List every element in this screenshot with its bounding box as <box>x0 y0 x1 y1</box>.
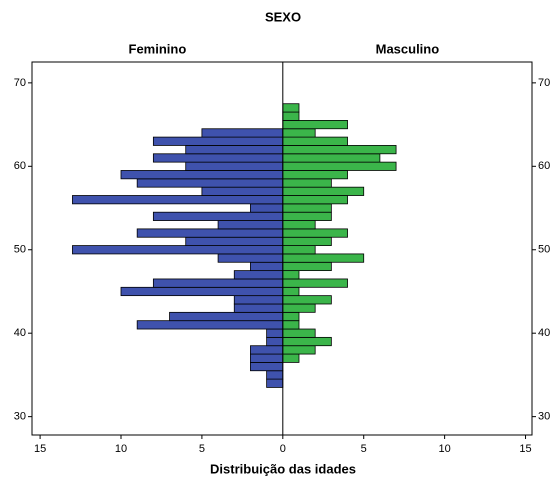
bar <box>282 353 300 363</box>
bar <box>120 286 284 297</box>
bar <box>282 270 300 280</box>
x-tick-label: 10 <box>115 443 127 455</box>
bar <box>282 253 365 263</box>
bar <box>266 328 284 338</box>
bar <box>282 153 381 163</box>
bar <box>282 286 300 297</box>
bar <box>233 270 284 280</box>
bar <box>250 362 284 372</box>
bar <box>282 161 397 171</box>
y-tick-label: 30 <box>14 411 26 423</box>
bar <box>282 178 332 188</box>
bar <box>282 303 316 313</box>
y-tick-label: 70 <box>14 77 26 89</box>
y-tick-label: 40 <box>14 327 26 339</box>
x-tick-label: 0 <box>280 443 286 455</box>
bar <box>282 128 316 138</box>
bar <box>185 236 284 246</box>
bar <box>72 195 284 205</box>
y-tick-label: 40 <box>538 327 550 339</box>
bar <box>169 311 284 322</box>
y-tick-label: 60 <box>538 160 550 172</box>
y-tick-label: 50 <box>14 244 26 256</box>
bar <box>233 295 284 305</box>
bar <box>282 195 348 205</box>
bar <box>266 378 284 388</box>
bar <box>282 203 332 213</box>
bar <box>282 103 300 113</box>
bar <box>282 211 332 221</box>
bar <box>266 336 284 347</box>
bar <box>250 261 284 272</box>
y-tick-label: 30 <box>538 411 550 423</box>
bar <box>282 328 316 338</box>
legend-label: Feminino <box>129 41 187 56</box>
bar <box>250 353 284 363</box>
bar <box>136 178 284 188</box>
bar <box>282 111 300 121</box>
bar <box>250 345 284 355</box>
bar <box>282 236 332 246</box>
bar <box>282 245 316 255</box>
bar <box>201 186 284 196</box>
bar <box>233 303 284 313</box>
bar <box>185 145 284 155</box>
bar <box>282 136 348 146</box>
chart-title: SEXO <box>265 9 301 24</box>
bar <box>282 120 348 130</box>
bar <box>282 145 397 155</box>
bar <box>152 211 284 221</box>
y-tick-label: 50 <box>538 244 550 256</box>
bar <box>201 128 284 138</box>
bar <box>282 170 348 180</box>
legend-label: Masculino <box>376 41 440 56</box>
y-tick-label: 70 <box>538 77 550 89</box>
bar <box>282 336 332 347</box>
x-axis-label: Distribuição das idades <box>210 461 356 476</box>
bar <box>282 295 332 305</box>
bar <box>72 245 284 255</box>
bar <box>282 278 348 288</box>
bar <box>282 320 300 330</box>
bar <box>217 253 284 263</box>
bar <box>282 311 300 322</box>
bar <box>136 228 284 238</box>
bar <box>282 220 316 230</box>
bar <box>185 161 284 171</box>
y-tick-label: 60 <box>14 160 26 172</box>
x-tick-label: 5 <box>361 443 367 455</box>
x-tick-label: 15 <box>519 443 531 455</box>
bar <box>266 370 284 380</box>
bar <box>152 136 284 146</box>
bar <box>152 153 284 163</box>
bar <box>282 228 348 238</box>
bar <box>217 220 284 230</box>
bar <box>282 261 332 272</box>
plot-frame <box>31 61 533 436</box>
bar <box>120 170 284 180</box>
bar <box>136 320 284 330</box>
bar <box>282 345 316 355</box>
bar <box>152 278 284 288</box>
x-tick-label: 10 <box>438 443 450 455</box>
x-tick-label: 15 <box>34 443 46 455</box>
bar <box>250 203 284 213</box>
bar <box>282 186 365 196</box>
x-tick-label: 5 <box>199 443 205 455</box>
